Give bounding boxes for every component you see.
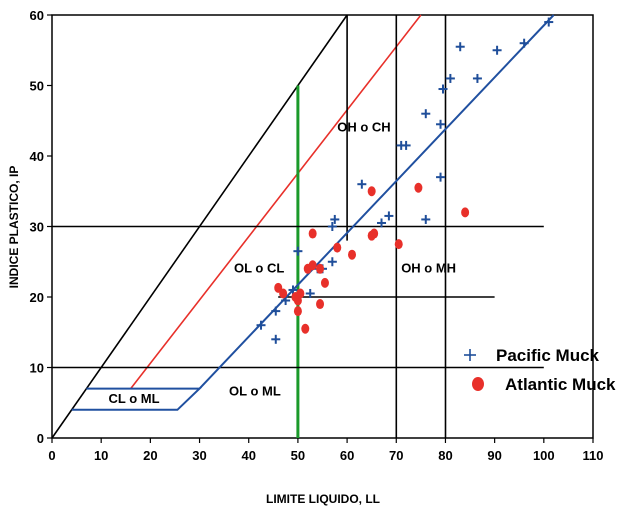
data-point <box>421 214 431 224</box>
data-point <box>316 263 325 274</box>
zone-label: OL o ML <box>229 384 281 399</box>
y-tick-label: 20 <box>30 290 44 305</box>
x-tick-label: 40 <box>241 448 255 463</box>
data-point <box>316 299 325 310</box>
data-point <box>333 242 342 253</box>
data-point <box>367 186 376 197</box>
data-point <box>436 172 446 182</box>
data-point <box>370 228 379 239</box>
x-tick-label: 0 <box>48 448 55 463</box>
data-point <box>445 73 455 83</box>
x-tick-labels: 0 10 20 30 40 50 60 70 80 90 100 110 <box>48 438 603 463</box>
y-tick-labels: 0 10 20 30 40 50 60 <box>30 8 52 446</box>
data-point <box>519 38 529 48</box>
line-a-line <box>130 14 422 390</box>
data-point <box>308 260 317 271</box>
data-point <box>401 140 411 150</box>
data-point <box>348 249 357 260</box>
x-tick-label: 80 <box>438 448 452 463</box>
legend-label: Atlantic Muck <box>505 375 616 394</box>
data-point <box>296 288 305 299</box>
x-axis-title: LIMITE LIQUIDO, LL <box>266 492 380 506</box>
data-point <box>308 228 317 239</box>
data-point <box>357 179 367 189</box>
data-point <box>461 207 470 218</box>
data-point <box>320 277 329 288</box>
data-point <box>301 323 310 334</box>
y-tick-label: 40 <box>30 149 44 164</box>
data-point <box>421 109 431 119</box>
data-point <box>256 320 266 330</box>
data-point <box>271 306 281 316</box>
x-tick-label: 110 <box>583 448 604 463</box>
series-atlantic-muck <box>274 182 470 334</box>
data-point <box>305 288 315 298</box>
reference-lines <box>51 14 555 439</box>
y-tick-label: 50 <box>30 79 44 94</box>
y-tick-label: 30 <box>30 220 44 235</box>
legend-marker <box>464 349 476 361</box>
x-tick-label: 70 <box>389 448 403 463</box>
zone-label: OH o CH <box>337 119 390 134</box>
x-tick-label: 10 <box>94 448 108 463</box>
series-pacific-muck <box>256 17 554 344</box>
y-tick-label: 10 <box>30 361 44 376</box>
data-point <box>327 257 337 267</box>
data-point <box>288 285 298 295</box>
data-point <box>436 119 446 129</box>
data-points <box>256 17 554 344</box>
x-tick-label: 30 <box>192 448 206 463</box>
x-tick-label: 60 <box>340 448 354 463</box>
data-point <box>293 306 302 317</box>
data-point <box>455 42 465 52</box>
data-point <box>377 218 387 228</box>
data-point <box>394 239 403 250</box>
x-tick-label: 90 <box>487 448 501 463</box>
zone-label: OH o MH <box>401 260 456 275</box>
zone-label: OL o CL <box>234 260 284 275</box>
data-point <box>293 246 303 256</box>
y-tick-label: 60 <box>30 8 44 23</box>
data-point <box>281 296 291 306</box>
data-point <box>384 211 394 221</box>
data-point <box>330 214 340 224</box>
line-blue-boundary <box>71 14 555 411</box>
y-axis-title: INDICE PLASTICO, IP <box>7 166 21 289</box>
data-point <box>327 222 337 231</box>
zone-labels: OH o CH OL o CL OH o MH OL o ML CL o ML <box>109 119 457 405</box>
legend-label: Pacific Muck <box>496 346 600 365</box>
data-point <box>472 73 482 83</box>
data-point <box>271 334 281 344</box>
y-tick-label: 0 <box>37 431 44 446</box>
x-tick-label: 100 <box>533 448 555 463</box>
x-tick-label: 20 <box>143 448 157 463</box>
zone-label: CL o ML <box>109 391 160 406</box>
legend: Pacific Muck Atlantic Muck <box>464 346 616 394</box>
data-point <box>492 45 502 55</box>
x-tick-label: 50 <box>291 448 305 463</box>
data-point <box>544 17 554 27</box>
legend-marker <box>472 377 484 391</box>
data-point <box>279 288 288 299</box>
data-point <box>414 182 423 193</box>
data-point <box>438 84 448 94</box>
